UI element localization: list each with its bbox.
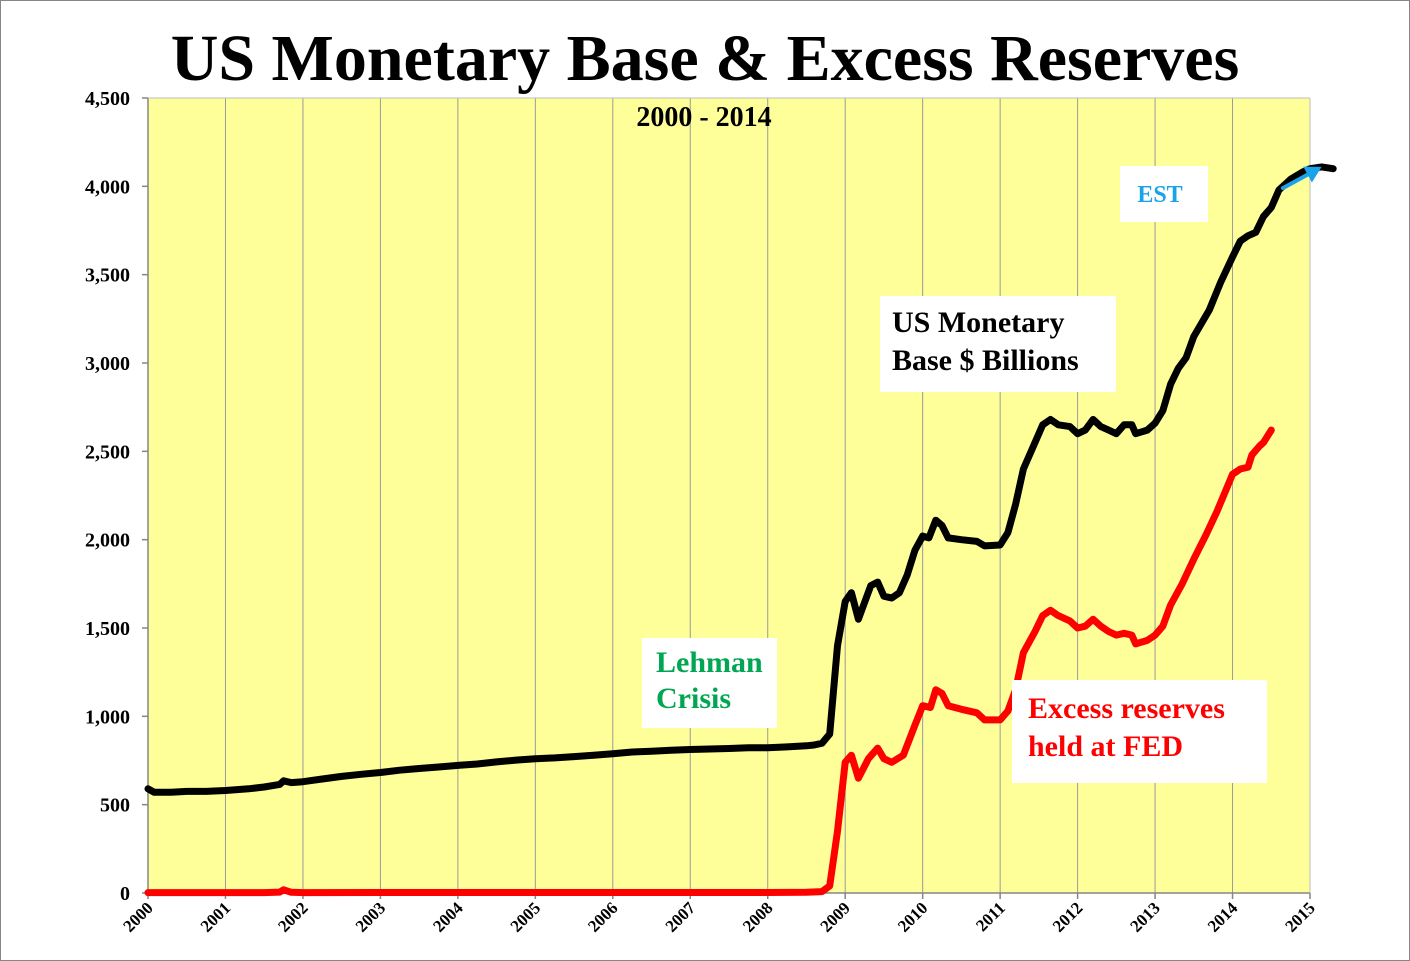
x-tick-label: 2013: [1126, 898, 1163, 935]
x-tick-label: 2012: [1049, 898, 1086, 935]
annotation-text: US Monetary: [892, 306, 1064, 339]
est-arrow-head: [1303, 166, 1322, 183]
y-tick-label: 3,500: [85, 265, 130, 287]
chart-subtitle: 2000 - 2014: [636, 102, 771, 133]
x-tick-label: 2008: [739, 898, 776, 935]
x-tick-label: 2015: [1281, 898, 1318, 935]
y-tick-label: 4,000: [85, 176, 130, 198]
plot-area: 0 500 1,000 1,500 2,000 2,500 3,000 3,500 4,000 4…: [85, 88, 1337, 936]
y-tick-label: 0: [120, 883, 130, 905]
y-tick-label: 1,000: [85, 706, 130, 728]
x-tick-label: 2002: [274, 898, 311, 935]
annotation-text: held at FED: [1028, 730, 1183, 763]
x-tick-label: 2007: [662, 898, 700, 936]
x-tick-label: 2003: [352, 898, 389, 935]
x-tick-label: 2006: [584, 898, 621, 935]
annotation-text: Crisis: [656, 682, 731, 715]
x-tick-label: 2004: [429, 898, 467, 936]
annotation-box: [880, 296, 1116, 392]
x-tick-label: 2005: [507, 898, 544, 935]
annotation-text: Excess reserves: [1028, 692, 1225, 725]
monetary-base-line: [144, 163, 1337, 796]
x-tick-label: 2014: [1204, 898, 1242, 936]
excess-reserves-line: [144, 426, 1275, 897]
annotation-text: EST: [1137, 182, 1182, 208]
annotation-text: Base $ Billions: [892, 344, 1079, 377]
y-tick-label: 4,500: [85, 88, 130, 110]
est-arrow-line: [1280, 172, 1310, 191]
y-tick-label: 500: [100, 795, 130, 817]
chart-title: US Monetary Base & Excess Reserves: [171, 22, 1240, 95]
y-tick-label: 2,000: [85, 530, 130, 552]
y-tick-label: 1,500: [85, 618, 130, 640]
annotation-excess: Excess reserves held at FED: [1012, 680, 1267, 783]
y-tick-label: 3,000: [85, 353, 130, 375]
x-tick-label: 2009: [817, 898, 854, 935]
y-tick-label: 2,500: [85, 441, 130, 463]
annotation-text: Lehman: [656, 646, 763, 679]
x-tick-label: 2010: [894, 898, 931, 935]
annotation-box: [1120, 166, 1208, 222]
annotation-est: EST: [1120, 166, 1208, 222]
x-tick-label: 2011: [972, 898, 1009, 935]
x-tick-label: 2001: [197, 898, 234, 935]
annotation-base: US Monetary Base $ Billions: [880, 296, 1116, 392]
annotation-box: [1012, 680, 1267, 783]
annotation-box: [642, 638, 777, 728]
